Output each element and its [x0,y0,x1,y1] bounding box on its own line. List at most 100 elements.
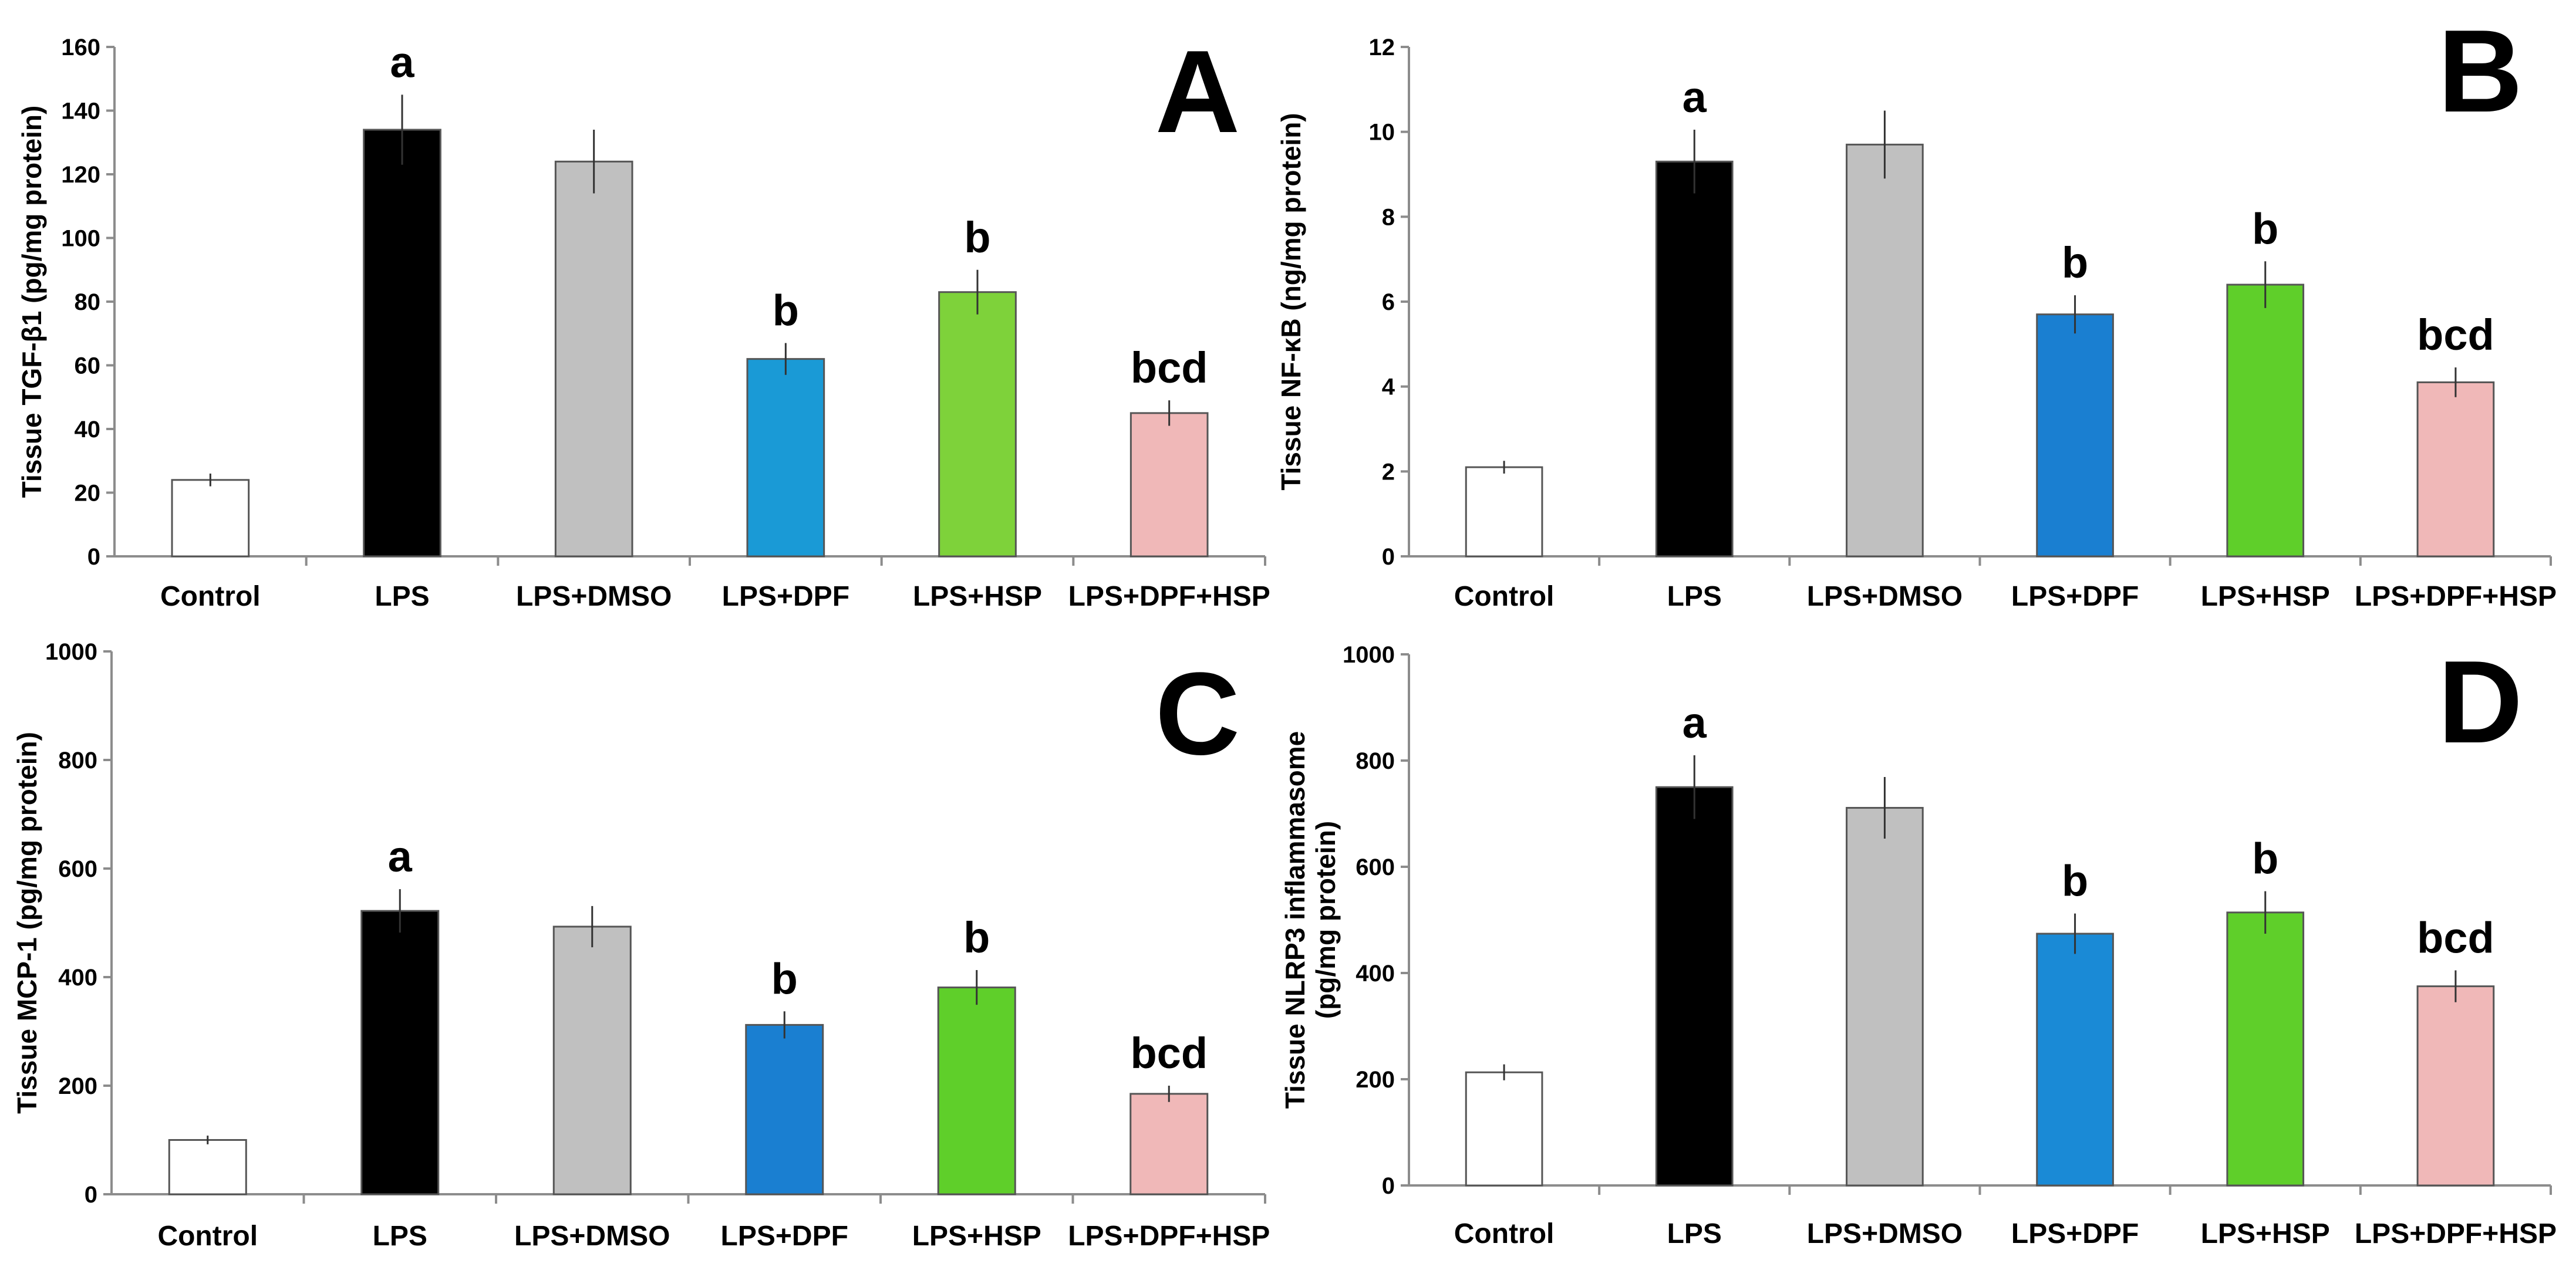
panel-letter: D [2438,637,2523,768]
chart-panel-d: 0 200 400 600 800 1000 Tissue NLRP3 inflammaso… [1280,637,2557,1249]
y-tick-label: 800 [58,748,97,773]
x-category-label: LPS+DPF [2011,581,2139,612]
bar-lps-hsp [2226,283,2305,558]
y-axis-title-line2: (pg/mg protein) [1310,821,1341,1019]
chart-panel-a: 0 20 40 60 80 100 120 140 160 Tissue TGF-β1 (pg/m… [16,26,1270,612]
significance-label: bcd [2417,913,2494,962]
significance-label: b [2252,835,2278,883]
y-tick-label: 120 [61,162,100,188]
y-tick-label: 0 [87,544,100,570]
x-category-label: Control [1454,581,1555,612]
x-category-label: LPS [373,1221,427,1252]
x-category-label: LPS+DMSO [516,581,672,612]
x-category-label: Control [157,1221,258,1252]
y-tick-label: 200 [58,1073,97,1099]
x-category-label: LPS+HSP [912,1221,1041,1252]
significance-label: a [388,832,413,881]
bar-control [1465,466,1543,558]
panel-letter: C [1155,648,1240,779]
x-category-label: LPS+DPF+HSP [2355,581,2557,612]
x-category-label: LPS+DPF+HSP [1068,581,1270,612]
significance-label: a [1683,73,1707,121]
bar-lps [1655,160,1734,558]
significance-label: bcd [2417,310,2494,359]
y-axis-title: Tissue TGF-β1 (pg/mg protein) [16,106,47,498]
x-category-label: Control [1454,1218,1555,1249]
y-tick-label: 60 [75,353,101,379]
y-tick-label: 600 [1356,854,1395,880]
bar-lps-hsp [937,987,1016,1195]
bar-lps-hsp [2226,911,2305,1187]
significance-label: b [2252,204,2278,253]
bar-control [171,479,250,558]
y-axis-title: Tissue NF-κB (ng/mg protein) [1276,113,1306,490]
bar-lps-dmso [1846,143,1924,558]
y-tick-label: 8 [1382,204,1395,230]
y-tick-label: 4 [1382,374,1395,400]
significance-label: b [964,213,990,262]
x-category-label: LPS+DPF+HSP [1068,1221,1270,1252]
significance-label: a [390,38,414,86]
y-tick-label: 800 [1356,748,1395,774]
bar-lps-hsp [938,291,1017,558]
x-category-label: LPS+DPF [721,1221,848,1252]
y-tick-label: 40 [75,417,101,442]
bar-lps-dpf [2036,313,2114,558]
bar-lps-dpf [746,358,825,558]
y-tick-label: 140 [61,99,100,124]
y-tick-label: 80 [75,289,101,315]
x-category-label: LPS+DMSO [1807,581,1963,612]
bar-lps-dpf-hsp [2416,985,2495,1187]
x-category-label: LPS+DPF+HSP [2355,1218,2557,1249]
bar-lps [363,129,441,558]
significance-label: b [2062,238,2088,287]
bar-lps-dpf [745,1023,824,1195]
significance-label: b [771,954,798,1003]
y-axis-title: Tissue NLRP3 inflammasome [1280,731,1310,1109]
bar-lps-dpf-hsp [1129,412,1209,558]
bar-lps-dmso [552,925,632,1195]
y-tick-label: 400 [58,965,97,991]
y-tick-label: 100 [61,226,100,252]
y-tick-label: 1000 [1343,642,1395,668]
chart-panel-c: 0 200 400 600 800 1000 Tissue MCP-1 (pg/mg pro… [12,639,1270,1252]
x-category-label: LPS+HSP [2201,581,2330,612]
x-category-label: LPS [375,581,429,612]
y-tick-label: 0 [85,1182,97,1208]
y-axis-title: Tissue MCP-1 (pg/mg protein) [12,732,42,1114]
x-category-label: LPS+HSP [913,581,1042,612]
x-category-label: LPS [1667,1218,1722,1249]
y-tick-label: 200 [1356,1067,1395,1093]
y-tick-label: 10 [1369,120,1395,146]
x-category-label: LPS [1667,581,1722,612]
chart-panel-b: 0 2 4 6 8 10 12 Tissue NF-κB (ng/mg protein) Con… [1276,6,2557,612]
x-category-label: LPS+DMSO [514,1221,670,1252]
panel-letter: B [2438,6,2523,137]
y-tick-label: 0 [1382,544,1395,570]
panel-letter: A [1155,26,1240,157]
significance-label: b [773,286,799,335]
x-category-label: LPS+HSP [2201,1218,2330,1249]
significance-label: bcd [1130,1029,1208,1077]
bar-lps [360,910,440,1195]
y-tick-label: 0 [1382,1173,1395,1199]
bar-lps-dpf-hsp [2416,381,2495,558]
y-tick-label: 6 [1382,289,1395,315]
bar-lps-dmso [554,160,633,558]
y-tick-label: 20 [75,481,101,506]
bar-lps-dpf-hsp [1129,1093,1209,1195]
y-tick-label: 12 [1369,35,1395,60]
x-category-label: LPS+DPF [722,581,849,612]
y-tick-label: 1000 [45,639,97,665]
x-category-label: Control [160,581,261,612]
significance-label: b [963,913,990,962]
bar-lps-dmso [1846,807,1924,1187]
x-category-label: LPS+DMSO [1807,1218,1963,1249]
bar-control [168,1139,247,1195]
y-tick-label: 160 [61,35,100,60]
bar-lps [1655,786,1734,1187]
bar-lps-dpf [2036,933,2114,1187]
x-category-label: LPS+DPF [2011,1218,2139,1249]
bar-control [1465,1071,1543,1187]
